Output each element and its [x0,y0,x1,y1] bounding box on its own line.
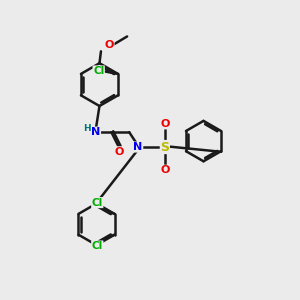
Text: O: O [105,40,114,50]
Text: O: O [160,119,170,129]
Text: Cl: Cl [93,66,104,76]
Text: O: O [115,147,124,157]
Text: Cl: Cl [92,241,103,251]
Text: N: N [134,142,143,152]
Text: Cl: Cl [92,198,103,208]
Text: N: N [91,127,101,137]
Text: S: S [160,140,169,154]
Text: H: H [83,124,91,133]
Text: O: O [160,165,170,175]
